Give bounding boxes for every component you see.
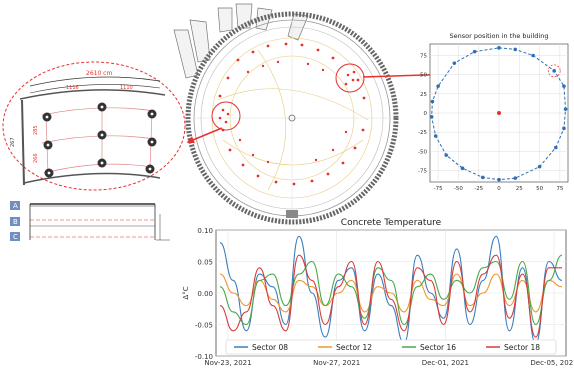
sensor-point (531, 53, 535, 58)
sensor-point (433, 134, 438, 138)
sensor-point (497, 46, 501, 50)
x-tick-label: 50 (536, 186, 543, 192)
highlight-circle-right (335, 63, 365, 93)
floor-detail-view: 2610 cm 1116 1110 267 285 266 (2, 61, 186, 191)
y-tick-label: 25 (420, 92, 427, 98)
sensor-point (472, 49, 477, 54)
sensor-point (563, 107, 568, 111)
sensor-point (554, 145, 558, 150)
sensor-point (562, 126, 566, 131)
x-tick-label: -25 (474, 186, 483, 192)
y-tick-label: -0.05 (195, 322, 213, 330)
legend-label: Sector 18 (504, 343, 540, 352)
outer-ring (185, 11, 399, 225)
y-tick-label: 0.10 (197, 227, 213, 235)
y-tick-label: -75 (418, 169, 427, 175)
series-line-sector-12 (219, 273, 563, 313)
series-line-sector-18 (219, 254, 562, 338)
temp-legend: Sector 08 Sector 12 Sector 16 Sector 18 (225, 339, 557, 355)
y-tick-label: 75 (420, 54, 427, 60)
dim-right-label: 1110 (120, 85, 133, 91)
y-tick-label: 0.00 (197, 290, 213, 298)
dim-v2-label: 266 (33, 153, 39, 163)
sensor-point (436, 84, 440, 88)
x-tick-label: -75 (434, 186, 443, 192)
y-tick-label: 0 (424, 111, 428, 117)
y-tick-label: -50 (418, 149, 427, 155)
row-b-label: B (13, 218, 18, 226)
y-tick-label: -0.10 (195, 353, 213, 361)
dim-left-label: 1116 (66, 85, 79, 91)
dim-v1-label: 285 (33, 125, 39, 135)
sensor-point (430, 99, 435, 104)
x-tick-label: Dec-01, 2021 (422, 359, 469, 367)
dim-total-label: 2610 cm (86, 70, 112, 77)
section-view: A B C (10, 200, 182, 244)
concrete-temperature-chart: Concrete Temperature Δ°C 0.10 0.05 0.00 -0.05… (180, 214, 574, 373)
legend-label: Sector 08 (252, 343, 288, 352)
x-tick-label: Nov-27, 2021 (313, 359, 360, 367)
highlight-sensor-circle (547, 64, 561, 78)
y-tick-label: 50 (420, 73, 427, 79)
sensor-point (513, 47, 518, 52)
x-tick-label: 0 (497, 186, 501, 192)
x-tick-label: Nov-23, 2021 (204, 359, 251, 367)
x-tick-label: -50 (454, 186, 463, 192)
legend-label: Sector 12 (336, 343, 372, 352)
y-axis-label: Δ°C (182, 286, 190, 299)
sensor-point (562, 84, 566, 88)
x-tick-label: Dec-05, 2021 (530, 359, 574, 367)
x-tick-label: 75 (556, 186, 563, 192)
center-point (497, 111, 501, 115)
sensor-point (497, 177, 501, 182)
dim-outer-label: 267 (10, 137, 16, 147)
y-tick-label: -25 (418, 130, 427, 136)
detail-ellipse (2, 61, 186, 191)
sensor-chart-title: Sensor position in the building (450, 32, 549, 40)
sensor-point (460, 166, 465, 170)
legend-label: Sector 16 (420, 343, 456, 352)
sensor-point (537, 164, 542, 169)
sensor-point (480, 175, 485, 180)
sensor-point (513, 176, 518, 180)
series-line-sector-08 (219, 235, 563, 344)
x-tick-label: 25 (516, 186, 523, 192)
sensor-point (452, 61, 457, 65)
row-c-label: C (13, 233, 18, 241)
highlight-circle-left (211, 101, 241, 131)
y-tick-label: 0.05 (197, 259, 213, 267)
sensor-point (429, 115, 434, 119)
legend-box (225, 339, 557, 355)
row-a-label: A (13, 202, 18, 210)
series-line-sector-16 (219, 254, 563, 326)
sensor-point (444, 153, 449, 157)
sensor-point (552, 69, 556, 73)
building-floor-plan (173, 3, 399, 225)
sensor-position-chart: Sensor position in the building -75 -50 -25… (400, 28, 574, 200)
temp-chart-title: Concrete Temperature (341, 218, 442, 228)
